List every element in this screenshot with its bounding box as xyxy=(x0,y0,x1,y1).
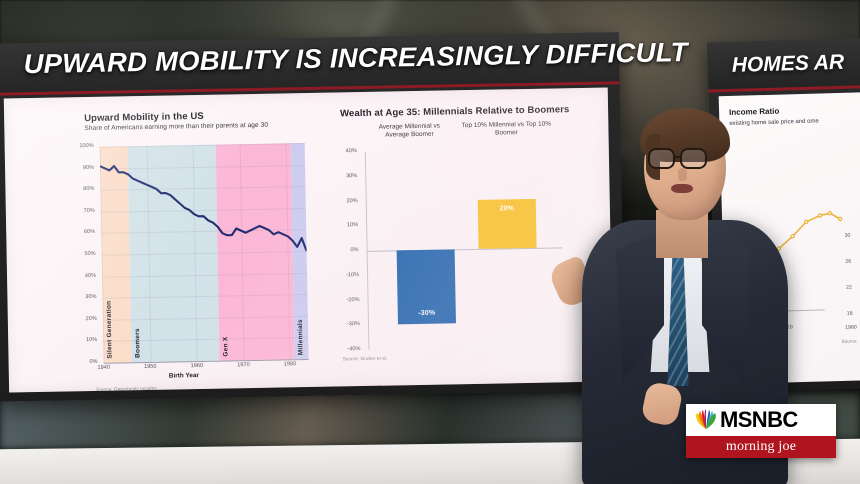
right-chart-ytick: 30% xyxy=(345,172,358,180)
left-chart-xtick: 1960 xyxy=(190,362,204,370)
glasses-icon xyxy=(648,148,675,169)
wealth-age35-chart: Wealth at Age 35: Millennials Relative t… xyxy=(334,100,595,377)
right-chart-ytick: 40% xyxy=(345,148,357,155)
right-chart-ytick: 0% xyxy=(350,247,359,254)
right-chart-plot: -30% 20% xyxy=(364,148,565,350)
left-chart-source: Source: Opportunity Insights xyxy=(96,385,157,392)
left-chart-ytick: 60% xyxy=(83,229,96,236)
presenter-mouth xyxy=(671,184,693,193)
left-chart-x-title: Birth Year xyxy=(168,372,200,380)
secondary-headline: HOMES AR xyxy=(731,50,845,77)
right-chart-source: Source: Gruber et al. xyxy=(342,355,388,362)
mobility-line xyxy=(99,164,308,252)
main-headline: UPWARD MOBILITY IS INCREASINGLY DIFFICUL… xyxy=(23,37,688,80)
bar-category-label-2: Top 10% Millennial vs Top 10% Boomer xyxy=(461,120,552,137)
left-chart-title: Upward Mobility in the US xyxy=(84,110,204,125)
left-chart-ytick: 10% xyxy=(85,337,98,344)
network-bug: MSNBC morning joe xyxy=(686,404,836,458)
left-chart-y-axis: 100% 90% 80% 70% 60% 50% 40% 30% 20% 10% 0% xyxy=(66,105,334,365)
right-chart-ytick: 20% xyxy=(346,197,358,204)
right-chart-ytick: -40% xyxy=(347,346,361,353)
secondary-wall-header: HOMES AR xyxy=(707,37,860,93)
presenter-nose xyxy=(678,168,687,181)
program-name: morning joe xyxy=(725,439,797,454)
secondary-xtick: 1980 xyxy=(845,324,857,331)
left-chart-ytick: 70% xyxy=(83,207,95,214)
presenter-tie xyxy=(667,254,689,386)
left-chart-plot: Silent Generation Boomers Gen X Millennials xyxy=(99,143,309,363)
left-chart-ytick: 20% xyxy=(85,315,97,322)
glasses-bridge xyxy=(675,156,682,159)
main-video-wall: UPWARD MOBILITY IS INCREASINGLY DIFFICUL… xyxy=(0,32,688,402)
left-chart-xtick: 1970 xyxy=(237,362,250,369)
right-chart-ytick: 10% xyxy=(346,222,359,229)
bar-category-label-1: Average Millennial vs Average Boomer xyxy=(378,122,441,139)
upward-mobility-chart: Upward Mobility in the US Share of Ameri… xyxy=(66,105,339,392)
bar-value-label: 20% xyxy=(499,204,515,212)
bar: -30% xyxy=(396,249,456,325)
network-logo-row: MSNBC xyxy=(686,404,836,436)
program-bar: morning joe xyxy=(686,436,836,458)
left-chart-xtick: 1940 xyxy=(97,364,111,371)
left-chart-x-axis: 1940 1950 1960 1970 1980 xyxy=(66,105,334,371)
right-chart-title: Wealth at Age 35: Millennials Relative t… xyxy=(340,104,570,120)
left-chart-xtick: 1950 xyxy=(144,363,157,371)
left-chart-ytick: 80% xyxy=(83,186,95,193)
glasses-icon xyxy=(680,148,707,169)
bar: 20% xyxy=(477,198,537,249)
right-chart-ytick: -30% xyxy=(346,321,361,328)
left-chart-ytick: 100% xyxy=(79,142,94,150)
right-chart-ytick: -20% xyxy=(346,296,360,303)
left-chart-ytick: 50% xyxy=(84,250,96,258)
secondary-chart-source: Source xyxy=(841,338,857,344)
right-chart-ytick: -10% xyxy=(345,271,360,279)
main-wall-header: UPWARD MOBILITY IS INCREASINGLY DIFFICUL… xyxy=(0,32,688,96)
bar-value-label: -30% xyxy=(418,309,436,318)
network-name: MSNBC xyxy=(720,407,798,432)
left-chart-xtick: 1980 xyxy=(283,361,297,368)
left-chart-ytick: 90% xyxy=(82,164,95,171)
left-chart-ytick: 30% xyxy=(85,294,97,301)
nbc-peacock-icon xyxy=(696,409,716,429)
left-chart-ytick: 40% xyxy=(84,272,97,279)
main-wall-screen: Upward Mobility in the US Share of Ameri… xyxy=(3,87,614,393)
